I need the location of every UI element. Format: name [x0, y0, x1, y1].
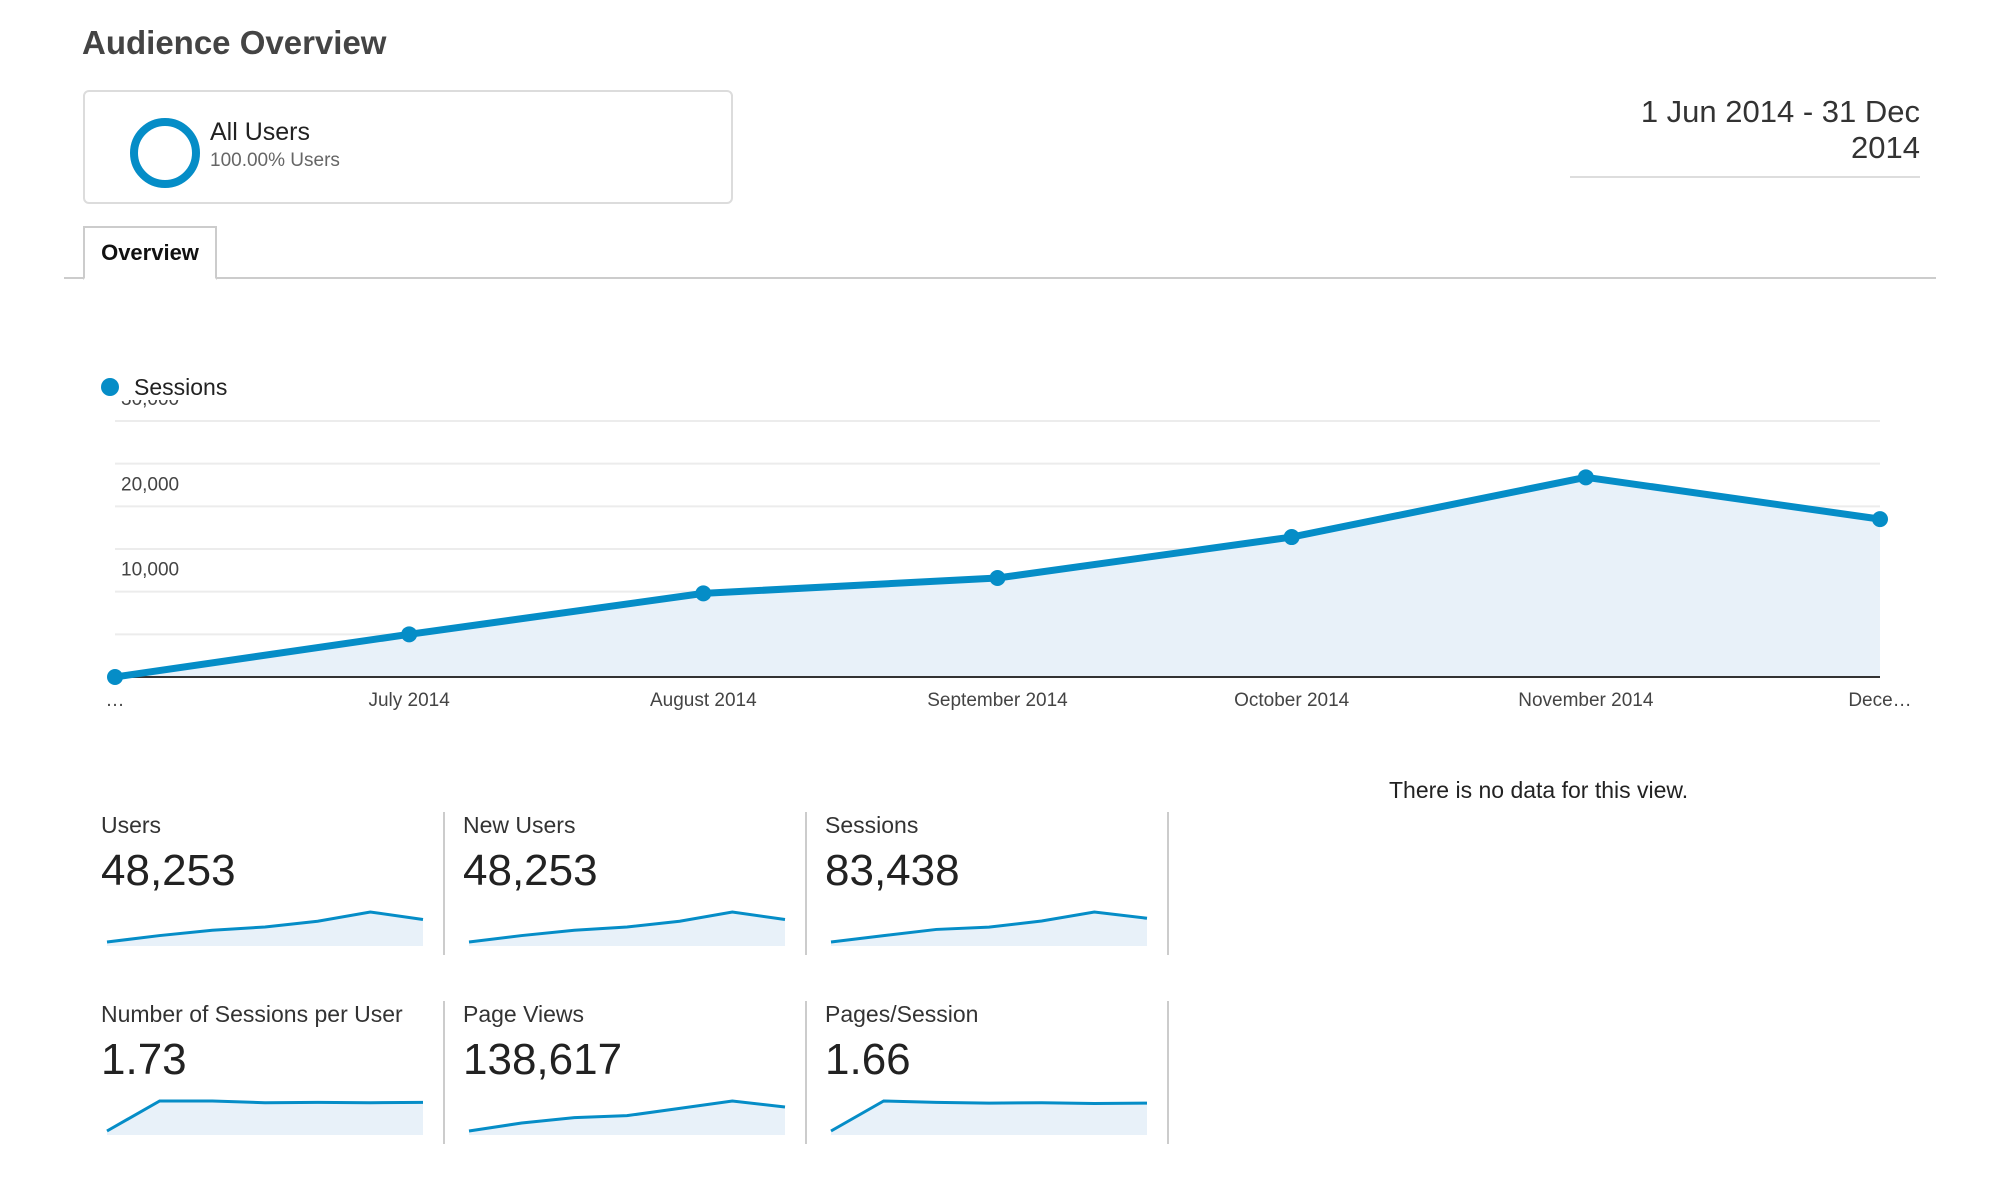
data-point-sessions[interactable] [695, 585, 712, 602]
metric-tile[interactable]: Number of Sessions per User 1.73 [101, 1001, 424, 1141]
metric-divider [443, 1001, 445, 1144]
sparkline-area [107, 912, 423, 946]
legend-dot-sessions [101, 378, 119, 396]
y-tick-label: 10,000 [121, 560, 179, 581]
sparkline-line [830, 910, 1148, 944]
sessions-line-chart[interactable]: 30,000 20,000 10,000 … July 2014 August 2014 S… [0, 400, 2000, 730]
tab-overview[interactable]: Overview [83, 226, 217, 280]
metric-value: 1.66 [825, 1035, 911, 1084]
sparkline-area [831, 1101, 1147, 1135]
metric-divider [1167, 812, 1169, 955]
page-title: Audience Overview [82, 24, 387, 61]
metric-tile[interactable]: Page Views 138,617 [463, 1001, 786, 1141]
metric-sparkline [830, 910, 1148, 946]
metric-tile[interactable]: Pages/Session 1.66 [825, 1001, 1148, 1141]
tab-divider [64, 277, 1936, 279]
sparkline-area [469, 1101, 785, 1135]
metric-label: Page Views [463, 1001, 585, 1027]
x-tick-label: November 2014 [1518, 690, 1654, 711]
data-point-sessions[interactable] [1283, 529, 1300, 546]
metric-divider [805, 812, 807, 955]
metric-value: 83,438 [825, 846, 960, 895]
metric-label: Number of Sessions per User [101, 1001, 403, 1027]
metric-label: Pages/Session [825, 1001, 979, 1027]
sparkline-line [106, 910, 424, 944]
sparkline-line [468, 910, 786, 944]
data-point-sessions[interactable] [107, 669, 123, 685]
metric-label: Sessions [825, 812, 919, 838]
segment-subtitle: 100.00% Users [210, 150, 340, 171]
x-tick-label: … [106, 690, 125, 711]
metric-value: 138,617 [463, 1035, 623, 1084]
series-area-sessions [115, 477, 1880, 677]
data-point-sessions[interactable] [1577, 469, 1594, 486]
x-tick-label: October 2014 [1234, 690, 1350, 711]
metric-sparkline [468, 910, 786, 946]
segment-name: All Users [210, 118, 311, 146]
y-tick-label: 20,000 [121, 474, 179, 495]
sparkline-line [830, 1099, 1148, 1133]
metric-divider [805, 1001, 807, 1144]
y-tick-label: 30,000 [121, 400, 179, 410]
date-range-selector[interactable]: 1 Jun 2014 - 31 Dec 2014 [1570, 94, 1920, 178]
no-data-message: There is no data for this view. [1389, 777, 1689, 803]
metric-divider [1167, 1001, 1169, 1144]
metric-tile[interactable]: New Users 48,253 [463, 812, 786, 952]
data-point-sessions[interactable] [989, 570, 1006, 587]
data-point-sessions[interactable] [401, 626, 418, 643]
metric-tile[interactable]: Sessions 83,438 [825, 812, 1148, 952]
sparkline-line [468, 1099, 786, 1133]
x-tick-label: August 2014 [650, 690, 757, 711]
segment-ring-icon [130, 118, 200, 188]
legend-label-sessions[interactable]: Sessions [134, 374, 228, 400]
sparkline-area [107, 1101, 423, 1135]
metric-divider [443, 812, 445, 955]
x-tick-label: Dece… [1848, 690, 1911, 711]
sparkline-area [831, 912, 1147, 946]
metric-value: 1.73 [101, 1035, 187, 1084]
x-tick-label: July 2014 [368, 690, 450, 711]
metric-value: 48,253 [463, 846, 598, 895]
metric-value: 48,253 [101, 846, 236, 895]
x-tick-label: September 2014 [927, 690, 1068, 711]
metric-sparkline [106, 910, 424, 946]
metric-label: New Users [463, 812, 576, 838]
metric-label: Users [101, 812, 162, 838]
metric-sparkline [830, 1099, 1148, 1135]
sparkline-area [469, 912, 785, 946]
metric-sparkline [106, 1099, 424, 1135]
metric-sparkline [468, 1099, 786, 1135]
sparkline-line [106, 1099, 424, 1133]
segment-card[interactable]: All Users 100.00% Users [83, 90, 733, 204]
metric-tile[interactable]: Users 48,253 [101, 812, 424, 952]
data-point-sessions[interactable] [1872, 511, 1888, 528]
